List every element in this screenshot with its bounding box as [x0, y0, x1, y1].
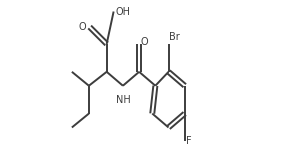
Text: Br: Br [169, 32, 180, 42]
Text: F: F [186, 136, 192, 146]
Text: O: O [141, 37, 149, 47]
Text: OH: OH [115, 7, 130, 17]
Text: O: O [78, 22, 86, 32]
Text: NH: NH [116, 95, 131, 105]
